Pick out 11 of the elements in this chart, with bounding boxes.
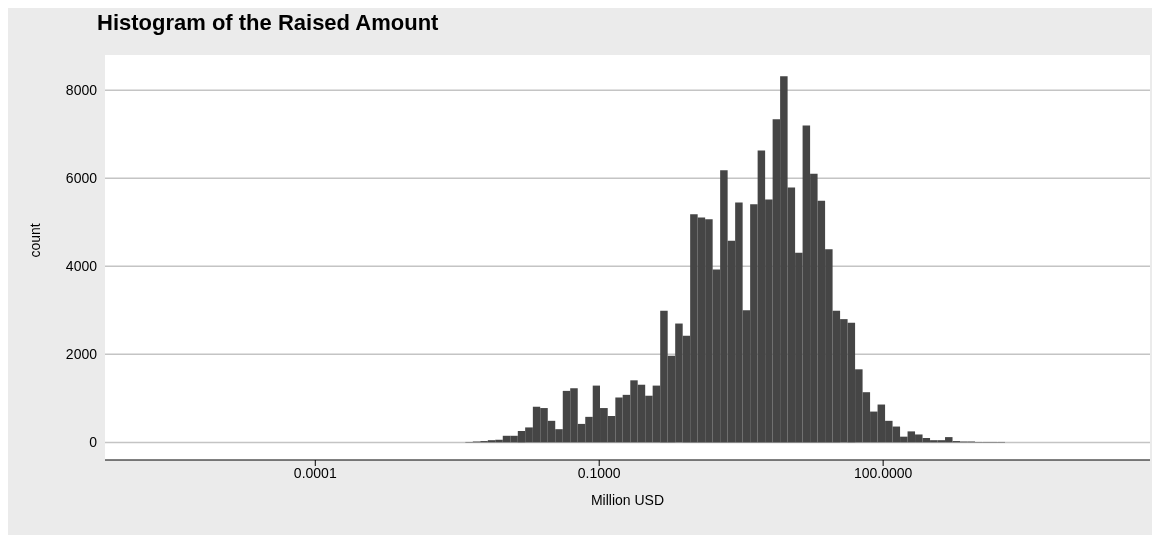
y-tick-label: 0 <box>89 434 98 451</box>
x-tick-label: 0.1000 <box>577 464 621 481</box>
y-tick-label: 2000 <box>65 346 98 363</box>
x-tick-label: 0.0001 <box>293 464 337 481</box>
y-tick-label: 6000 <box>65 170 98 187</box>
y-axis-title: count <box>26 223 43 258</box>
chart-title: Histogram of the Raised Amount <box>96 9 440 37</box>
y-tick-label: 4000 <box>65 258 98 275</box>
x-axis-title: Million USD <box>590 492 665 508</box>
y-tick-label: 8000 <box>65 82 98 99</box>
x-tick-label: 100.0000 <box>853 464 913 481</box>
